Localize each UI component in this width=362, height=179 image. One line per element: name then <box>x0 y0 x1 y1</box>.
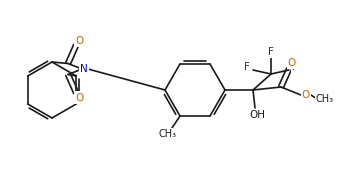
Text: CH₃: CH₃ <box>159 129 177 139</box>
Text: O: O <box>75 93 83 103</box>
Text: CH₃: CH₃ <box>316 94 334 104</box>
Text: F: F <box>268 47 274 57</box>
Text: OH: OH <box>249 110 265 120</box>
Text: O: O <box>75 35 83 45</box>
Text: F: F <box>292 62 298 72</box>
Text: O: O <box>288 58 296 68</box>
Text: O: O <box>302 90 310 100</box>
Text: N: N <box>80 64 88 74</box>
Text: F: F <box>244 62 250 72</box>
